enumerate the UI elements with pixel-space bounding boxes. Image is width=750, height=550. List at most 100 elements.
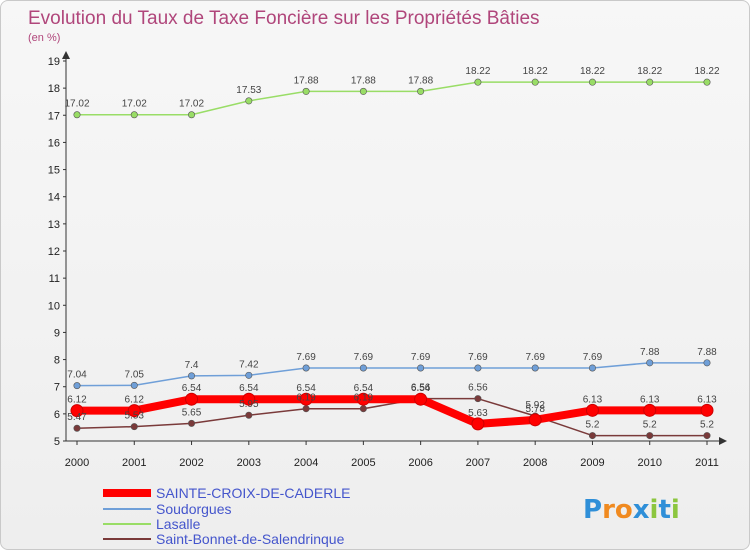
data-point (130, 381, 138, 389)
data-label: 6.13 (640, 394, 660, 405)
data-point (417, 87, 425, 95)
data-label: 5.2 (643, 420, 657, 431)
data-point (245, 371, 253, 379)
unit-label: (en %) (28, 32, 60, 44)
data-label: 6.54 (411, 383, 431, 394)
legend-label: Soudorgues (156, 501, 232, 517)
data-point (188, 372, 196, 380)
data-point (356, 392, 370, 406)
data-label: 18.22 (637, 66, 662, 77)
data-label: 5.95 (239, 399, 259, 410)
data-point (73, 382, 81, 390)
axes: 5 6 7 8 9 10 11 12 13 14 15 16 17 18 19 2000 2001 2002 200… (48, 51, 727, 469)
data-point (302, 87, 310, 95)
x-tick-label: 2002 (179, 457, 203, 469)
series-line-4 (76, 397, 707, 437)
data-point (242, 392, 256, 406)
data-label: 6.13 (583, 394, 603, 405)
data-label: 6.12 (67, 395, 87, 406)
data-label: 5.65 (182, 407, 202, 418)
data-point (588, 432, 596, 440)
y-tick-label: 11 (49, 273, 60, 285)
chart-title: Evolution du Taux de Taxe Foncière sur l… (28, 8, 540, 29)
data-point (359, 364, 367, 372)
data-label: 7.88 (697, 347, 717, 358)
y-tick-label: 19 (48, 56, 60, 68)
data-label: 5.2 (586, 420, 600, 431)
data-point (703, 432, 711, 440)
y-tick-label: 18 (48, 83, 60, 95)
data-label: 7.69 (525, 352, 545, 363)
series-layer (70, 78, 714, 440)
data-label: 7.05 (125, 369, 145, 380)
x-tick-label: 2011 (695, 457, 719, 469)
data-label: 5.78 (525, 404, 545, 415)
data-label: 5.2 (700, 420, 714, 431)
data-point (474, 78, 482, 86)
data-label: 17.88 (408, 75, 433, 86)
data-label: 7.04 (67, 370, 87, 381)
data-point (588, 364, 596, 372)
data-point (302, 364, 310, 372)
y-tick-label: 16 (48, 137, 60, 149)
data-label: 18.22 (465, 66, 490, 77)
data-label: 7.88 (640, 347, 660, 358)
series-line-2 (76, 362, 707, 387)
x-tick-label: 2010 (637, 457, 661, 469)
y-tick-label: 15 (48, 165, 60, 177)
data-point (471, 417, 485, 431)
data-label: 7.42 (239, 359, 259, 370)
data-point (188, 419, 196, 427)
x-tick-label: 2005 (351, 457, 375, 469)
logo-letter: r (602, 495, 615, 525)
y-tick-label: 13 (48, 219, 60, 231)
x-tick-label: 2001 (122, 457, 146, 469)
legend-label: Lasalle (156, 516, 201, 532)
x-tick-label: 2008 (523, 457, 547, 469)
y-tick-label: 12 (48, 246, 60, 258)
x-axis-arrow (719, 437, 727, 445)
legend-label: Saint-Bonnet-de-Salendrinque (156, 531, 345, 547)
data-point (188, 111, 196, 119)
data-label: 6.56 (468, 383, 488, 394)
data-label: 6.13 (697, 394, 717, 405)
data-label: 7.69 (468, 352, 488, 363)
y-tick-label: 5 (54, 436, 60, 448)
data-label: 7.69 (296, 352, 316, 363)
y-axis-arrow (62, 51, 70, 59)
logo-letter: o (615, 495, 633, 525)
data-point (245, 411, 253, 419)
series-line-1 (77, 395, 707, 428)
y-tick-label: 8 (54, 355, 60, 367)
data-point (531, 78, 539, 86)
data-label: 7.69 (583, 352, 603, 363)
data-point (130, 111, 138, 119)
data-point (703, 78, 711, 86)
data-point (299, 392, 313, 406)
x-tick-label: 2006 (408, 457, 432, 469)
logo-letter: i (671, 495, 680, 525)
data-label: 18.22 (580, 66, 605, 77)
data-point (585, 403, 599, 417)
legend: SAINTE-CROIX-DE-CADERLESoudorguesLasalle… (103, 485, 350, 547)
data-label: 6.56 (411, 383, 431, 394)
data-point (73, 111, 81, 119)
data-label: 17.88 (294, 75, 319, 86)
data-point (73, 424, 81, 432)
y-tick-label: 9 (54, 327, 60, 339)
series-line-3 (77, 81, 707, 116)
x-tick-label: 2003 (237, 457, 261, 469)
legend-label: SAINTE-CROIX-DE-CADERLE (156, 485, 350, 501)
logo-letter: i (650, 495, 659, 525)
data-point (127, 404, 141, 418)
data-label: 5.47 (67, 412, 87, 423)
data-label: 5.63 (468, 408, 488, 419)
data-point (646, 78, 654, 86)
data-point (643, 403, 657, 417)
logo-letter: t (658, 495, 670, 525)
y-tick-label: 17 (48, 110, 60, 122)
data-point (646, 359, 654, 367)
data-label: 6.54 (354, 383, 374, 394)
data-point (528, 413, 542, 427)
